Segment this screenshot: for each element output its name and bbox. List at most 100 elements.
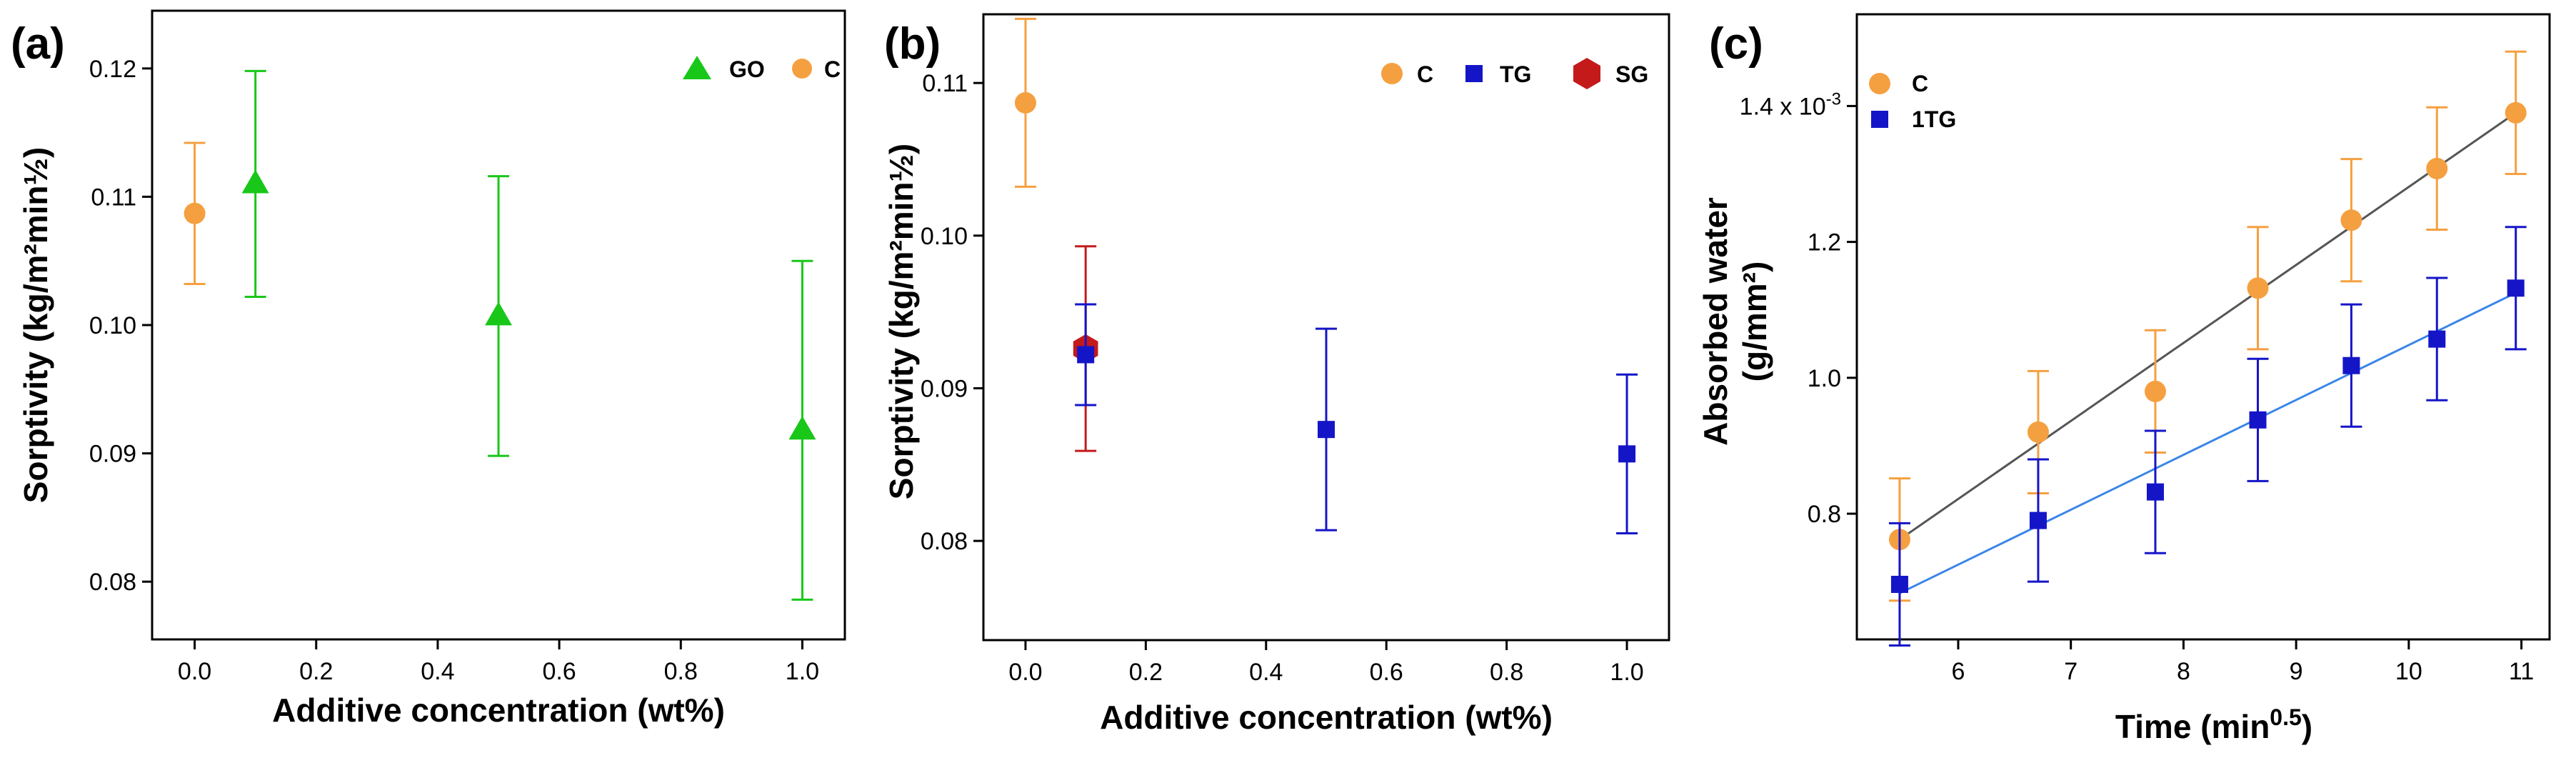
data-point-c	[2247, 277, 2269, 299]
x-tick-label: 0.8	[1490, 659, 1523, 686]
panel-c-x-ticks: 6 7 8 9 10 11	[1951, 639, 2534, 685]
panel-b-x-axis-label: Additive concentration (wt%)	[1100, 699, 1553, 736]
y-tick-label: 0.8	[1808, 501, 1841, 528]
data-point-tg	[1618, 445, 1636, 463]
panel-b-plot-frame	[982, 13, 1670, 642]
x-tick-label: 0.4	[1249, 659, 1283, 686]
x-tick-label: 1.0	[1610, 659, 1643, 686]
legend-c-label: C	[1417, 61, 1433, 87]
panel-b-marks	[1014, 17, 1638, 534]
legend-go-marker	[683, 56, 711, 79]
panel-a-x-axis-label: Additive concentration (wt%)	[272, 692, 725, 729]
y-tick-label-mantissa: 1.4 x 10	[1740, 93, 1826, 120]
data-point-1tg	[2146, 483, 2164, 501]
data-point-c	[2027, 421, 2049, 443]
x-tick-label: 0.8	[664, 658, 698, 685]
legend-1tg-marker	[1871, 111, 1888, 128]
x-tick-label: 10	[2395, 658, 2422, 685]
data-point-c	[2426, 157, 2448, 179]
legend-c-label: C	[824, 56, 841, 82]
x-tick-label: 0.2	[299, 658, 333, 685]
data-point-c	[2340, 209, 2362, 231]
panel-c-y-ticks: 0.8 1.0 1.2	[1808, 229, 1857, 528]
legend-c-label: C	[1912, 71, 1928, 96]
panel-a-legend: GO C	[683, 56, 841, 82]
x-tick-label: 0.6	[1370, 659, 1403, 686]
panel-b-legend: C TG SG	[1381, 58, 1648, 89]
panel-b-x-ticks: 0.0 0.2 0.4 0.6 0.8 1.0	[1008, 640, 1644, 686]
legend-c-marker	[792, 59, 812, 79]
panel-c-plot-frame	[1855, 13, 2551, 641]
x-tick-label: 7	[2064, 658, 2078, 685]
data-point-tg	[1318, 421, 1335, 439]
panel-c-x-axis-label-end: )	[2302, 708, 2312, 745]
data-point-go	[485, 301, 512, 326]
panel-c-fit-lines	[1899, 111, 2517, 594]
panel-c-x-axis-label: Time (min0.5)	[2115, 704, 2312, 745]
x-tick-label: 0.4	[421, 658, 454, 685]
fit-line-1tg	[1899, 291, 2517, 594]
x-tick-label: 0.2	[1129, 659, 1163, 686]
panel-c-y-axis-label-line2: (g/mm²)	[1736, 261, 1773, 382]
legend-tg-marker	[1465, 65, 1483, 82]
data-point-c	[2505, 101, 2527, 124]
data-point-c	[1014, 91, 1036, 114]
x-tick-label: 0.6	[542, 658, 576, 685]
panel-a-label: (a)	[11, 19, 65, 69]
panel-a-marks	[184, 69, 816, 601]
y-tick-label: 0.08	[89, 569, 136, 596]
y-tick-label: 0.10	[89, 312, 136, 339]
y-tick-label: 0.11	[91, 184, 136, 211]
y-tick-label: 1.2	[1808, 229, 1841, 256]
x-tick-label: 1.0	[786, 658, 819, 685]
y-tick-label: 1.0	[1808, 365, 1841, 392]
panel-c-x-axis-label-text: Time (min	[2115, 708, 2270, 745]
data-point-1tg	[2428, 330, 2446, 348]
y-tick-label: 0.11	[922, 70, 968, 97]
y-tick-label: 0.10	[921, 223, 968, 250]
panel-c-y-axis-label-line1: Absorbed water	[1697, 197, 1734, 446]
x-tick-label: 0.0	[178, 658, 211, 685]
data-point-1tg	[2507, 279, 2525, 297]
panel-b-y-ticks: 0.08 0.09 0.10 0.11	[921, 70, 983, 555]
legend-go-label: GO	[729, 56, 765, 82]
panel-c: (c) 6 7 8 9 10 11 0.8 1.0 1.2 1.4 x 10-3 Time (…	[1697, 13, 2551, 745]
panel-b-y-axis-label: Sorptivity (kg/m²min½)	[883, 144, 920, 499]
panel-b-label: (b)	[884, 19, 941, 69]
panel-c-top-tick: 1.4 x 10-3	[1740, 89, 1857, 120]
y-tick-label-exponent: -3	[1826, 89, 1841, 109]
y-tick-label: 0.09	[89, 441, 136, 468]
panel-a-x-ticks: 0.0 0.2 0.4 0.6 0.8 1.0	[178, 639, 819, 685]
panel-c-legend: C 1TG	[1869, 71, 1956, 132]
y-tick-label: 0.08	[921, 528, 968, 555]
legend-c-marker	[1381, 63, 1403, 84]
x-tick-label: 8	[2177, 658, 2190, 685]
x-tick-label: 9	[2290, 658, 2303, 685]
panel-c-label: (c)	[1709, 19, 1763, 69]
data-point-c	[2144, 380, 2166, 402]
panel-b: (b) 0.0 0.2 0.4 0.6 0.8 1.0 0.080.090.100.11 …	[883, 13, 1670, 736]
panel-c-marks	[1888, 50, 2527, 647]
panel-a: (a) 0.0 0.2 0.4 0.6 0.8 1.0 0.08 0.09 0.10 0.11 0…	[11, 9, 846, 729]
y-tick-label: 0.12	[89, 56, 136, 83]
fit-line-c	[1899, 111, 2517, 541]
data-point-1tg	[2249, 411, 2267, 429]
data-point-tg	[1077, 346, 1095, 364]
y-tick-label-scaled: 1.4 x 10-3	[1740, 89, 1841, 120]
data-point-1tg	[2342, 356, 2360, 374]
legend-tg-label: TG	[1500, 61, 1531, 87]
y-tick-label: 0.09	[921, 375, 968, 402]
data-point-c	[184, 202, 206, 224]
data-point-1tg	[2029, 512, 2047, 529]
x-tick-label: 11	[2509, 658, 2534, 685]
x-tick-label: 6	[1951, 658, 1965, 685]
data-point-go	[241, 169, 269, 194]
legend-1tg-label: 1TG	[1912, 106, 1956, 132]
panel-a-y-axis-label: Sorptivity (kg/m²min½)	[17, 147, 54, 503]
legend-sg-label: SG	[1615, 61, 1648, 87]
panel-c-x-axis-label-sup: 0.5	[2270, 704, 2301, 730]
data-point-1tg	[1890, 575, 1908, 593]
data-point-go	[788, 416, 816, 440]
legend-c-marker	[1869, 73, 1890, 94]
